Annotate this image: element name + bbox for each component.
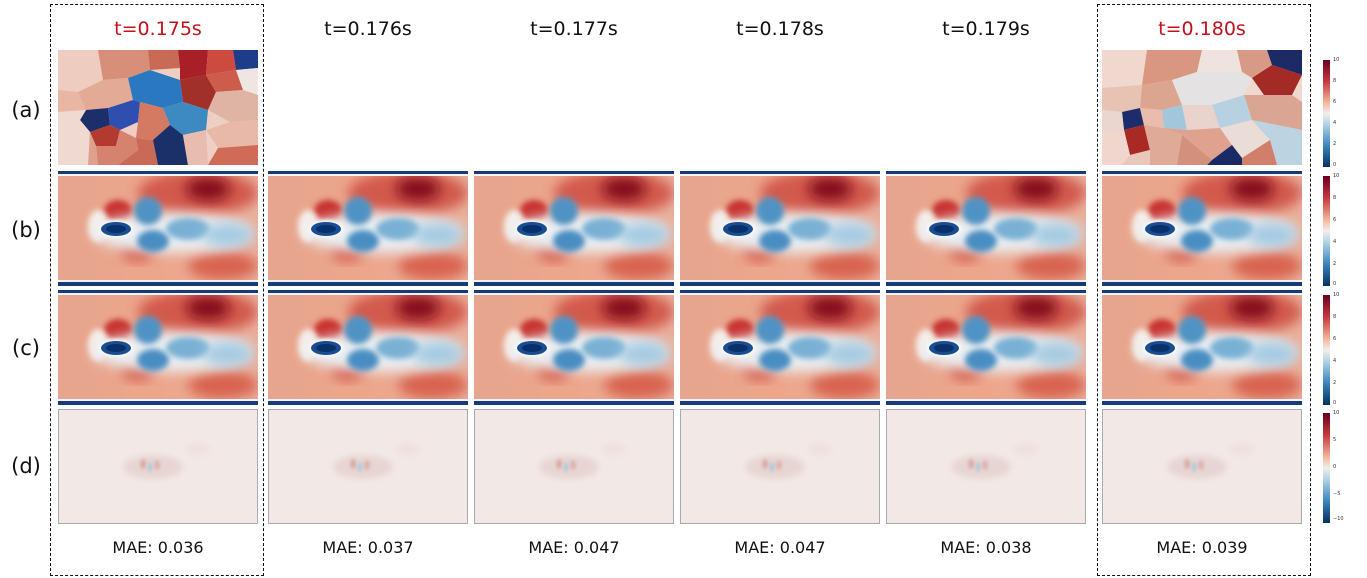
flow-field-c-1 — [268, 290, 468, 405]
flow-field-b-2 — [474, 171, 674, 286]
voronoi-field — [58, 50, 258, 165]
colorbar-ticks-d: 10 5 0 −5 −10 — [1333, 411, 1363, 523]
colorbar-tick: 5 — [1333, 437, 1337, 443]
colorbar-tick: 6 — [1333, 217, 1337, 223]
row-label-d: (d) — [11, 454, 41, 478]
flow-field-b-3 — [680, 171, 880, 286]
error-panel-5 — [1102, 409, 1302, 524]
colorbar-ticks-c: 10 8 6 4 2 0 — [1333, 292, 1363, 406]
time-title-4: t=0.179s — [942, 18, 1030, 40]
flow-field-c-3 — [680, 290, 880, 405]
flow-field-c-2 — [474, 290, 674, 405]
colorbar-tick: 6 — [1333, 99, 1337, 105]
colorbar-tick: 0 — [1333, 162, 1337, 168]
mae-label-5: MAE: 0.039 — [1156, 538, 1248, 557]
colorbar-d — [1323, 413, 1330, 523]
truth-panel-3 — [680, 290, 880, 405]
error-field-2 — [475, 410, 673, 523]
error-field-1 — [269, 410, 467, 523]
colorbar-tick: 10 — [1333, 57, 1340, 63]
truth-panel-4 — [886, 290, 1086, 405]
colorbar-tick: 4 — [1333, 358, 1337, 364]
mae-label-4: MAE: 0.038 — [940, 538, 1032, 557]
time-title-2: t=0.177s — [530, 18, 618, 40]
colorbar-tick: 8 — [1333, 78, 1337, 84]
colorbar-tick: −5 — [1333, 491, 1341, 497]
colorbar-tick: 10 — [1333, 292, 1340, 298]
colorbar-ticks-a: 10 8 6 4 2 0 — [1333, 58, 1363, 168]
mae-label-0: MAE: 0.036 — [112, 538, 204, 557]
prediction-panel-3 — [680, 171, 880, 286]
colorbar-tick: 2 — [1333, 261, 1337, 267]
flow-field-b-4 — [886, 171, 1086, 286]
highlight-box-5 — [1097, 4, 1311, 576]
error-panel-0 — [58, 409, 258, 524]
time-title-5: t=0.180s — [1158, 18, 1246, 40]
voronoi-field — [1102, 50, 1302, 165]
error-panel-3 — [680, 409, 880, 524]
time-title-0: t=0.175s — [114, 18, 202, 40]
colorbar-c — [1323, 295, 1330, 405]
prediction-panel-1 — [268, 171, 468, 286]
row-label-c: (c) — [12, 336, 40, 360]
colorbar-tick: 0 — [1333, 281, 1337, 287]
prediction-panel-2 — [474, 171, 674, 286]
prediction-panel-4 — [886, 171, 1086, 286]
input-panel-0 — [58, 50, 258, 165]
colorbar-tick: 10 — [1333, 173, 1340, 179]
colorbar-tick: 8 — [1333, 195, 1337, 201]
flow-field-c-4 — [886, 290, 1086, 405]
colorbar-tick: 4 — [1333, 239, 1337, 245]
input-panel-5 — [1102, 50, 1302, 165]
time-title-1: t=0.176s — [324, 18, 412, 40]
colorbar-tick: 4 — [1333, 120, 1337, 126]
colorbar-a — [1323, 60, 1330, 167]
error-field-3 — [681, 410, 879, 523]
mae-label-1: MAE: 0.037 — [322, 538, 414, 557]
error-field-4 — [887, 410, 1085, 523]
colorbar-tick: 0 — [1333, 400, 1337, 406]
colorbar-tick: 8 — [1333, 314, 1337, 320]
mae-label-2: MAE: 0.047 — [528, 538, 620, 557]
colorbar-tick: 0 — [1333, 464, 1337, 470]
error-panel-2 — [474, 409, 674, 524]
truth-panel-2 — [474, 290, 674, 405]
truth-panel-1 — [268, 290, 468, 405]
colorbar-ticks-b: 10 8 6 4 2 0 — [1333, 173, 1363, 287]
row-label-b: (b) — [11, 218, 41, 242]
colorbar-tick: 6 — [1333, 336, 1337, 342]
error-panel-4 — [886, 409, 1086, 524]
row-label-a: (a) — [11, 98, 41, 122]
highlight-box-0 — [50, 4, 264, 576]
colorbar-tick: 10 — [1333, 410, 1340, 416]
colorbar-tick: −10 — [1333, 516, 1344, 522]
colorbar-tick: 2 — [1333, 141, 1337, 147]
colorbar-b — [1323, 176, 1330, 286]
flow-field-b-1 — [268, 171, 468, 286]
time-title-3: t=0.178s — [736, 18, 824, 40]
error-panel-1 — [268, 409, 468, 524]
colorbar-tick: 2 — [1333, 380, 1337, 386]
mae-label-3: MAE: 0.047 — [734, 538, 826, 557]
